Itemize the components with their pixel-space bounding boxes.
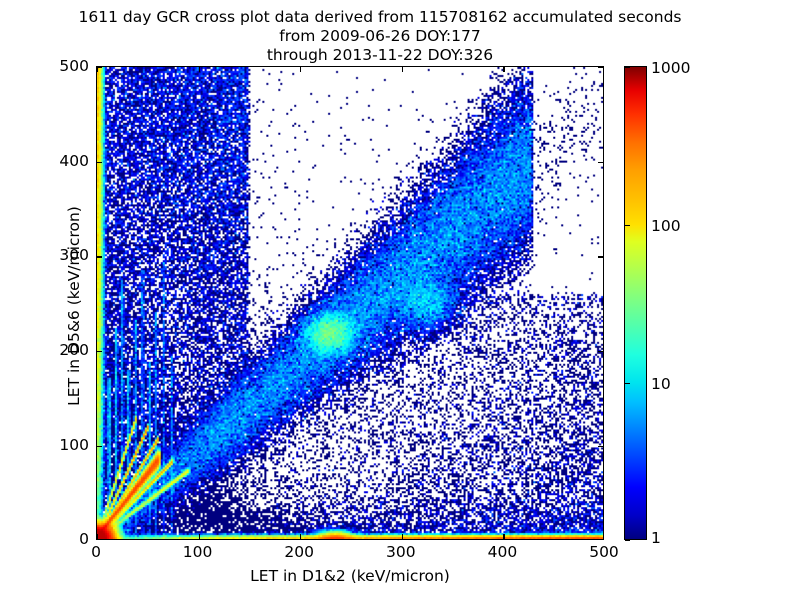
- x-tick-top-400: [503, 67, 505, 72]
- x-tick-top-100: [198, 67, 200, 72]
- y-tick-400: [97, 161, 102, 163]
- plot-area[interactable]: [96, 66, 604, 540]
- density-heatmap: [97, 67, 603, 539]
- y-tick-label-500: 500: [59, 57, 89, 75]
- y-tick-right-300: [598, 256, 603, 258]
- colorbar-label-10: 10: [651, 375, 671, 393]
- colorbar-tick-1000: [625, 67, 630, 69]
- x-tick-top-300: [401, 67, 403, 72]
- x-tick-label-400: 400: [487, 543, 518, 561]
- y-tick-200: [97, 351, 102, 353]
- x-axis-title: LET in D1&2 (keV/micron): [250, 567, 450, 585]
- x-tick-top-200: [300, 67, 302, 72]
- colorbar-label-1: 1: [651, 529, 661, 547]
- y-tick-label-0: 0: [79, 530, 89, 548]
- title-line-3: through 2013-11-22 DOY:326: [266, 46, 494, 64]
- x-tick-label-300: 300: [386, 543, 416, 561]
- y-tick-label-300: 300: [59, 246, 89, 265]
- colorbar-label-100: 100: [651, 217, 681, 235]
- colorbar[interactable]: [624, 66, 647, 541]
- x-tick-100: [198, 534, 200, 539]
- y-tick-right-400: [598, 161, 603, 163]
- y-tick-right-200: [598, 351, 603, 353]
- x-tick-label-0: 0: [91, 543, 101, 561]
- chart-title: 1611 day GCR cross plot data derived fro…: [0, 8, 760, 65]
- x-tick-label-500: 500: [589, 543, 619, 561]
- y-tick-label-200: 200: [59, 341, 89, 360]
- y-axis-title: LET in D5&6 (keV/micron): [65, 206, 83, 406]
- y-tick-right-100: [598, 446, 603, 448]
- x-tick-0: [97, 534, 99, 539]
- y-tick-500: [97, 67, 102, 69]
- y-tick-right-500: [598, 67, 603, 69]
- x-tick-label-200: 200: [284, 543, 314, 561]
- x-tick-label-100: 100: [182, 543, 213, 561]
- colorbar-tick-10: [625, 383, 630, 385]
- colorbar-tick-1: [625, 539, 630, 541]
- x-tick-top-0: [97, 67, 99, 72]
- y-tick-label-400: 400: [59, 151, 89, 170]
- y-tick-100: [97, 446, 102, 448]
- x-tick-200: [300, 534, 302, 539]
- y-tick-300: [97, 256, 102, 258]
- x-tick-300: [401, 534, 403, 539]
- title-line-2: from 2009-06-26 DOY:177: [279, 27, 481, 45]
- y-tick-label-100: 100: [59, 436, 89, 454]
- colorbar-tick-100: [625, 225, 630, 227]
- x-tick-400: [503, 534, 505, 539]
- title-line-1: 1611 day GCR cross plot data derived fro…: [78, 8, 682, 26]
- colorbar-label-1000: 1000: [651, 59, 691, 77]
